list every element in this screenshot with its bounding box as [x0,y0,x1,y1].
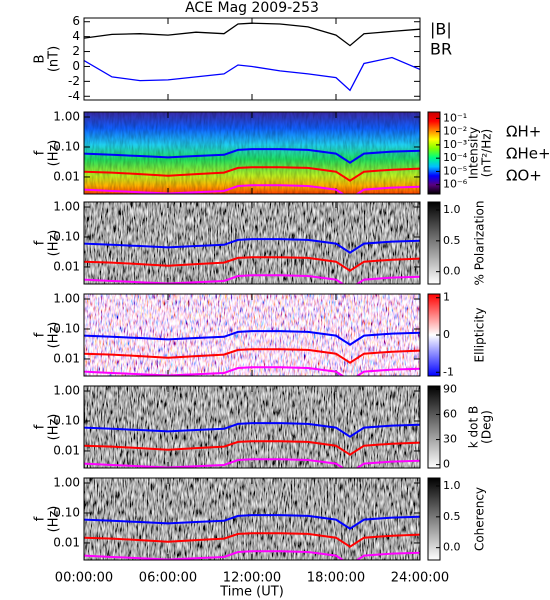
series-line [84,422,420,438]
y-tick-label: 0.01 [53,535,80,549]
y-axis-title: (Hz) [47,506,62,533]
colorbar-tick-label: 10⁻³ [443,138,467,151]
x-tick-label: 18:00:00 [307,571,365,586]
y-tick-label: 2 [72,44,80,58]
legend-label: ΩHe+ [506,145,550,163]
colorbar-tick-label: 10⁻⁴ [443,151,468,164]
series-line [84,56,420,92]
y-tick-label: 0.10 [53,321,80,335]
y-tick-label: 1.00 [53,200,80,214]
colorbar-tick-label: 0 [443,458,450,471]
colorbar-tick-label: 10⁻¹ [443,111,467,124]
y-tick-label: 1.00 [53,476,80,490]
x-tick-label: 24:00:00 [391,571,449,586]
series-line [84,532,420,548]
y-axis-title: B [33,55,48,64]
x-tick-label: 06:00:00 [139,571,197,586]
colorbar-tick-label: 10⁻⁶ [443,178,468,191]
y-tick-label: 4 [72,29,80,43]
colorbar-title: k dot B [467,406,481,448]
legend-label: BR [430,40,452,59]
colorbar-tick-label: 60 [443,407,457,420]
colorbar-title: (Deg) [480,410,494,444]
colorbar-tick-label: 0.0 [443,541,461,554]
series-line [84,348,420,364]
colorbar-tick-label: -1 [443,365,454,378]
series-line [84,514,420,530]
colorbar-tick-label: 0.5 [443,510,461,523]
y-tick-label: 6 [72,14,80,28]
y-tick-label: 0.10 [53,139,80,153]
y-axis-title: f [33,332,48,337]
colorbar-tick-label: 0.5 [443,234,461,247]
y-tick-label: 0.10 [53,229,80,243]
colorbar-tick-label: 0 [443,328,450,341]
plot-frame [83,111,421,195]
colorbar-tick-label: 90 [443,382,457,395]
colorbar-tick-label: 1.0 [443,479,461,492]
series-line [84,166,420,182]
y-tick-label: -2 [68,74,80,88]
y-axis-title: (nT) [47,46,62,72]
legend-label: |B| [430,20,452,39]
colorbar [427,201,441,285]
y-tick-label: 0.01 [53,259,80,273]
series-line [84,148,420,164]
y-tick-label: 0.10 [53,413,80,427]
colorbar-title: Ellipticity [473,308,487,363]
series-line [84,440,420,456]
y-tick-label: -4 [68,89,80,103]
y-tick-label: 0.10 [53,505,80,519]
series-line [84,458,420,468]
y-axis-title: (Hz) [47,322,62,349]
series-line [84,330,420,346]
colorbar-title: % Polarization [473,201,487,286]
y-tick-label: 1.00 [53,384,80,398]
plot-frame [83,293,421,377]
y-tick-label: 1.00 [53,292,80,306]
y-axis-title: (Hz) [47,140,62,167]
y-tick-label: 1.00 [53,110,80,124]
x-tick-label: 00:00:00 [55,571,113,586]
series-line [84,366,420,376]
colorbar-title: Coherency [473,487,487,551]
series-line [84,256,420,272]
colorbar-title: Intensity [467,127,481,179]
plot-frame [83,385,421,469]
legend-label: ΩO+ [506,167,542,185]
series-line [84,274,420,284]
legend-label: ΩH+ [506,123,541,141]
series-line [84,22,420,47]
plot-frame [83,201,421,285]
colorbar-tick-label: 30 [443,433,457,446]
y-axis-title: (Hz) [47,414,62,441]
y-axis-title: f [33,424,48,429]
x-axis-title: Time (UT) [219,585,284,600]
colorbar-tick-label: 1 [443,291,450,304]
y-axis-title: f [33,150,48,155]
colorbar-tick-label: 10⁻⁵ [443,164,467,177]
y-axis-title: f [33,516,48,521]
y-tick-label: 0 [72,59,80,73]
x-tick-label: 12:00:00 [223,571,281,586]
colorbar-title: (nT²/Hz) [480,129,494,177]
series-line [84,184,420,194]
colorbar-tick-label: 1.0 [443,203,461,216]
plot-frame [83,477,421,561]
colorbar [427,477,441,561]
y-axis-title: f [33,240,48,245]
colorbar-tick-label: 0.0 [443,265,461,278]
colorbar [427,385,441,469]
y-axis-title: (Hz) [47,230,62,257]
plot-frame [83,17,421,101]
figure-title: ACE Mag 2009-253 [185,0,319,16]
series-line [84,238,420,254]
y-tick-label: 0.01 [53,443,80,457]
series-line [84,550,420,560]
colorbar [427,111,441,195]
colorbar-tick-label: 10⁻² [443,125,467,138]
y-tick-label: 0.01 [53,169,80,183]
y-tick-label: 0.01 [53,351,80,365]
